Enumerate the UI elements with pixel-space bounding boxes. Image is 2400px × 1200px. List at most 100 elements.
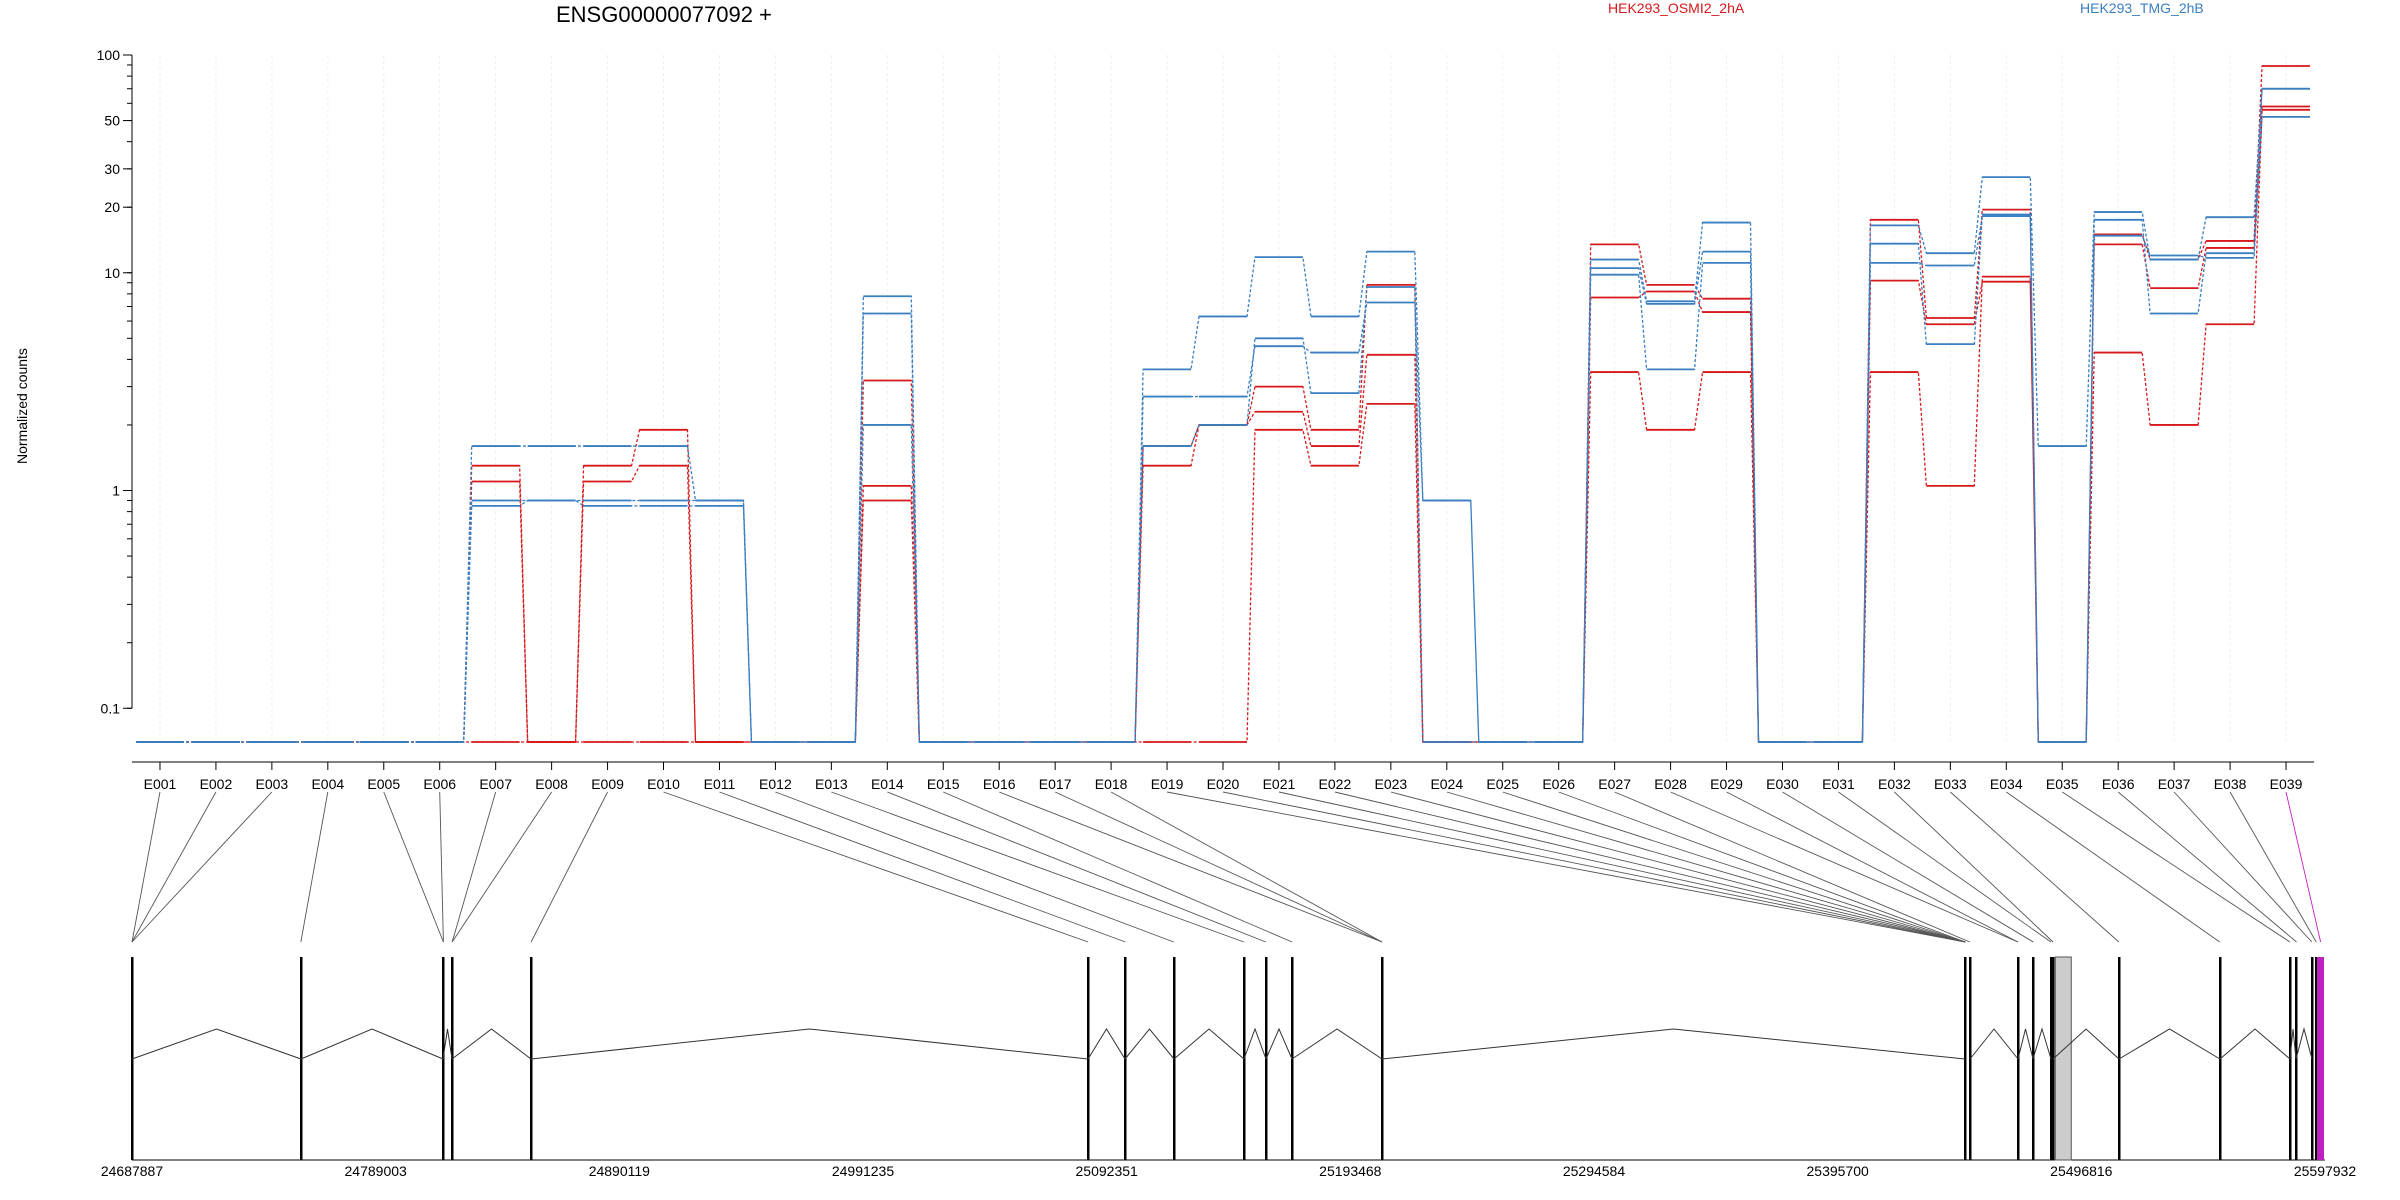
exon-connector [1166,791,1966,943]
exon-connector [663,791,1089,943]
exon-connector [1334,791,1966,943]
y-tick-label: 0.1 [101,700,121,716]
exon-connector [1782,791,2034,943]
intron-caret [2052,1028,2120,1060]
x-tick-label: E036 [2102,776,2135,792]
exon-connector [999,791,1383,943]
exon-connector [530,791,608,943]
genomic-tick-label: 25496816 [2050,1163,2113,1179]
x-tick-label: E026 [1542,776,1575,792]
series-5 [136,115,2310,743]
x-tick-label: E031 [1822,776,1855,792]
exon-box-grey [2054,956,2072,1161]
x-tick-label: E034 [1990,776,2023,792]
x-tick-label: E013 [815,776,848,792]
exon-connector [131,791,217,943]
x-tick-label: E030 [1766,776,1799,792]
exon-connector [300,791,329,943]
x-tick-label: E038 [2214,776,2247,792]
exon-box [1964,957,1967,1160]
intron-caret [451,1028,532,1060]
exon-connector [2006,791,2220,943]
x-tick-label: E001 [144,776,177,792]
intron-caret [1243,1027,1267,1060]
exon-connector [719,791,1126,943]
genomic-tick-label: 25597932 [2294,1163,2357,1179]
y-tick-label: 20 [104,199,120,215]
x-tick-label: E005 [367,776,400,792]
intron-caret [1381,1028,1966,1060]
x-tick-label: E014 [871,776,904,792]
exon-connector [2117,791,2297,943]
exon-connector [383,791,444,943]
exon-box [2315,957,2318,1160]
x-tick-label: E015 [927,776,960,792]
genomic-tick-label: 24991235 [832,1163,895,1179]
x-tick-label: E018 [1095,776,1128,792]
exon-connector [1950,791,2120,943]
intron-caret [1265,1027,1293,1060]
exon-connector [2229,791,2317,943]
x-tick-label: E011 [704,776,736,792]
exon-connector [831,791,1245,943]
x-tick-label: E025 [1486,776,1519,792]
x-tick-label: E009 [591,776,624,792]
intron-caret [442,1028,453,1060]
x-tick-label: E006 [423,776,456,792]
x-tick-label: E019 [1151,776,1184,792]
exon-connector [1670,791,2019,943]
exon-connector [1502,791,1966,943]
x-tick-label: E027 [1598,776,1631,792]
y-tick-label: 50 [104,113,120,129]
x-tick-label: E007 [479,776,512,792]
exon-box-selected [2317,957,2324,1160]
intron-caret [2295,1027,2313,1060]
intron-caret [2118,1028,2221,1060]
exon-connector [943,791,1293,943]
x-tick-label: E020 [1207,776,1240,792]
chart-title: ENSG00000077092 + [556,2,772,27]
x-tick-label: E021 [1263,776,1296,792]
intron-caret [2032,1027,2052,1060]
exon-connector [1390,791,1966,943]
x-tick-label: E037 [2158,776,2191,792]
legend-entry-osmi: HEK293_OSMI2_2hA [1608,0,1745,16]
x-tick-label: E017 [1039,776,1072,792]
x-tick-label: E002 [200,776,233,792]
exon-connector [451,791,552,943]
x-tick-label: E016 [983,776,1016,792]
x-tick-label: E023 [1374,776,1407,792]
intron-caret [131,1028,302,1060]
x-tick-label: E024 [1430,776,1463,792]
intron-caret [1291,1028,1383,1060]
exon-connector [1446,791,1966,943]
series-2 [136,108,2310,743]
exon-connector [1054,791,1383,943]
exon-connector [1558,791,1966,943]
exon-connector [775,791,1174,943]
exon-connector [1614,791,1970,943]
x-tick-label: E010 [647,776,680,792]
intron-caret [1087,1028,1126,1060]
x-tick-label: E033 [1934,776,1967,792]
x-tick-label: E012 [759,776,792,792]
exon-connector [2173,791,2313,943]
genomic-tick-label: 25395700 [1807,1163,1870,1179]
exon-connector [1222,791,1966,943]
x-tick-label: E022 [1319,776,1352,792]
genomic-tick-label: 25193468 [1319,1163,1382,1179]
exon-connector [131,791,161,943]
intron-caret [1969,1028,2019,1060]
y-tick-label: 1 [112,483,120,499]
x-tick-label: E003 [256,776,289,792]
exon-connector [2061,791,2291,943]
genomic-tick-label: 25294584 [1563,1163,1626,1179]
intron-caret [2017,1028,2034,1060]
x-tick-label: E035 [2046,776,2079,792]
x-tick-label: E004 [311,776,344,792]
genomic-tick-label: 24789003 [345,1163,408,1179]
intron-caret [1124,1028,1175,1060]
exon-connector [887,791,1266,943]
genomic-tick-label: 24890119 [589,1163,650,1179]
